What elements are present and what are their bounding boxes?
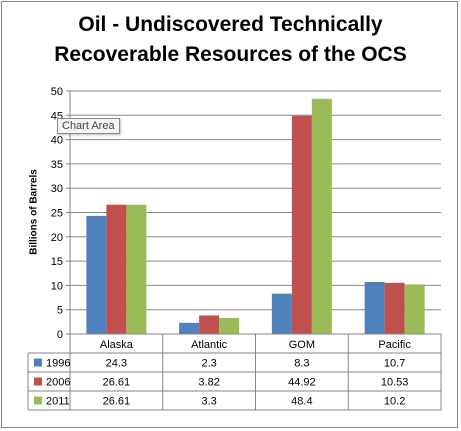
data-table-value: 24.3 — [106, 358, 127, 370]
data-table-value: 2.3 — [201, 358, 216, 370]
y-axis-label: Billions of Barrels — [28, 169, 40, 255]
bar-2011-gom — [311, 98, 332, 334]
y-tick-label: 20 — [51, 232, 63, 244]
x-category-label: GOM — [289, 339, 315, 351]
data-table-value: 3.3 — [201, 396, 216, 408]
y-tick-label: 30 — [51, 183, 63, 195]
y-tick-label: 35 — [51, 159, 63, 171]
x-category-label: Alaska — [100, 339, 134, 351]
data-table-value: 10.2 — [384, 396, 405, 408]
y-tick-label: 40 — [51, 135, 63, 147]
chart-area-tooltip: Chart Area — [57, 118, 120, 134]
y-tick-label: 10 — [51, 280, 63, 292]
legend-label-2011: 2011 — [46, 396, 70, 408]
data-table-value: 8.3 — [294, 358, 309, 370]
y-tick-label: 50 — [51, 86, 63, 98]
y-tick-label: 25 — [51, 208, 63, 220]
legend-label-1996: 1996 — [46, 358, 70, 370]
chart-title-line-2: Recoverable Resources of the OCS — [54, 43, 407, 66]
bar-1996-atlantic — [179, 322, 200, 334]
bar-2006-pacific — [384, 282, 405, 334]
data-table-value: 44.92 — [288, 377, 316, 389]
y-tick-label: 15 — [51, 256, 63, 268]
bar-1996-alaska — [86, 215, 107, 334]
chart-title-line-1: Oil - Undiscovered Technically — [78, 13, 383, 36]
legend-key-2006 — [34, 377, 42, 386]
x-category-label: Atlantic — [191, 339, 228, 351]
bar-2006-alaska — [106, 204, 127, 334]
bar-2011-alaska — [126, 204, 147, 334]
legend-key-1996 — [34, 358, 42, 367]
y-tick-label: 5 — [57, 305, 63, 317]
bar-1996-gom — [271, 293, 292, 334]
data-table-value: 48.4 — [291, 396, 312, 408]
data-table-value: 26.61 — [103, 396, 131, 408]
data-table-value: 10.7 — [384, 358, 405, 370]
bar-1996-pacific — [364, 281, 385, 334]
x-category-label: Pacific — [378, 339, 411, 351]
bar-2011-atlantic — [219, 317, 240, 334]
chart-title: Oil - Undiscovered Technically Recoverab… — [0, 10, 461, 70]
data-table-value: 3.82 — [198, 377, 219, 389]
bar-2006-atlantic — [199, 315, 220, 334]
bar-2011-pacific — [404, 284, 425, 334]
data-table-value: 26.61 — [103, 377, 131, 389]
data-table-value: 10.53 — [381, 377, 409, 389]
legend-key-2011 — [34, 396, 42, 405]
legend-label-2006: 2006 — [46, 377, 70, 389]
y-tick-label: 0 — [57, 329, 63, 341]
bar-2006-gom — [291, 115, 312, 334]
